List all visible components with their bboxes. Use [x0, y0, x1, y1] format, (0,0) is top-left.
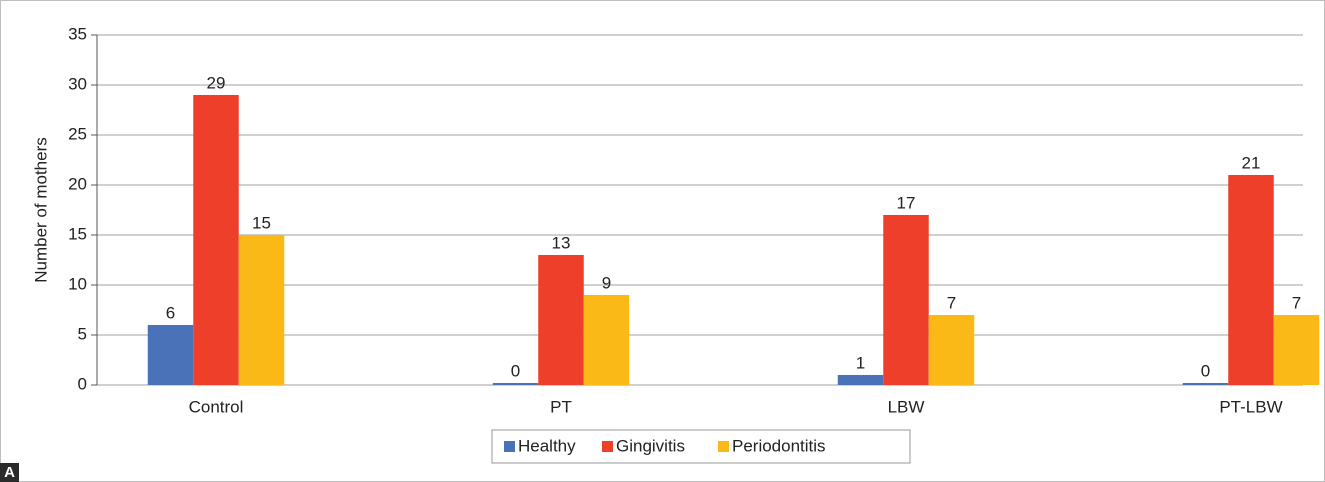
x-tick-label: LBW: [888, 397, 925, 416]
y-axis-label: Number of mothers: [31, 137, 50, 283]
data-label: 7: [1292, 293, 1301, 312]
y-tick-label: 5: [78, 324, 87, 343]
data-label: 21: [1242, 153, 1261, 172]
bar: [1273, 315, 1320, 385]
data-label: 29: [207, 73, 226, 92]
y-tick-label: 10: [68, 274, 87, 293]
legend-label: Healthy: [518, 436, 576, 455]
legend-box: [491, 429, 911, 464]
x-tick-label: Control: [189, 397, 244, 416]
bar: [1228, 175, 1274, 385]
data-label: 6: [166, 303, 175, 322]
y-tick-label: 30: [68, 74, 87, 93]
bar: [147, 325, 194, 385]
bar: [238, 235, 285, 385]
bar: [193, 95, 239, 385]
data-label: 1: [856, 353, 865, 372]
bar: [883, 215, 929, 385]
data-label: 0: [1201, 361, 1210, 380]
legend-label: Periodontitis: [732, 436, 826, 455]
legend-swatch: [602, 441, 613, 452]
y-tick-label: 25: [68, 124, 87, 143]
bar: [538, 255, 584, 385]
y-tick-label: 20: [68, 174, 87, 193]
bar: [1182, 383, 1229, 385]
data-label: 13: [552, 233, 571, 252]
bar: [837, 375, 884, 385]
x-tick-label: PT: [550, 397, 572, 416]
legend-swatch: [504, 441, 515, 452]
data-label: 17: [897, 193, 916, 212]
bar: [583, 295, 630, 385]
bar: [492, 383, 539, 385]
data-label: 9: [602, 273, 611, 292]
y-tick-label: 0: [78, 374, 87, 393]
data-label: 15: [252, 213, 271, 232]
legend-label: Gingivitis: [616, 436, 685, 455]
y-tick-label: 35: [68, 24, 87, 43]
x-tick-label: PT-LBW: [1219, 397, 1282, 416]
data-label: 0: [511, 361, 520, 380]
legend-swatch: [718, 441, 729, 452]
bar: [928, 315, 975, 385]
y-tick-label: 15: [68, 224, 87, 243]
panel-label-box: [0, 463, 19, 482]
panel-label: A: [4, 464, 15, 481]
data-label: 7: [947, 293, 956, 312]
